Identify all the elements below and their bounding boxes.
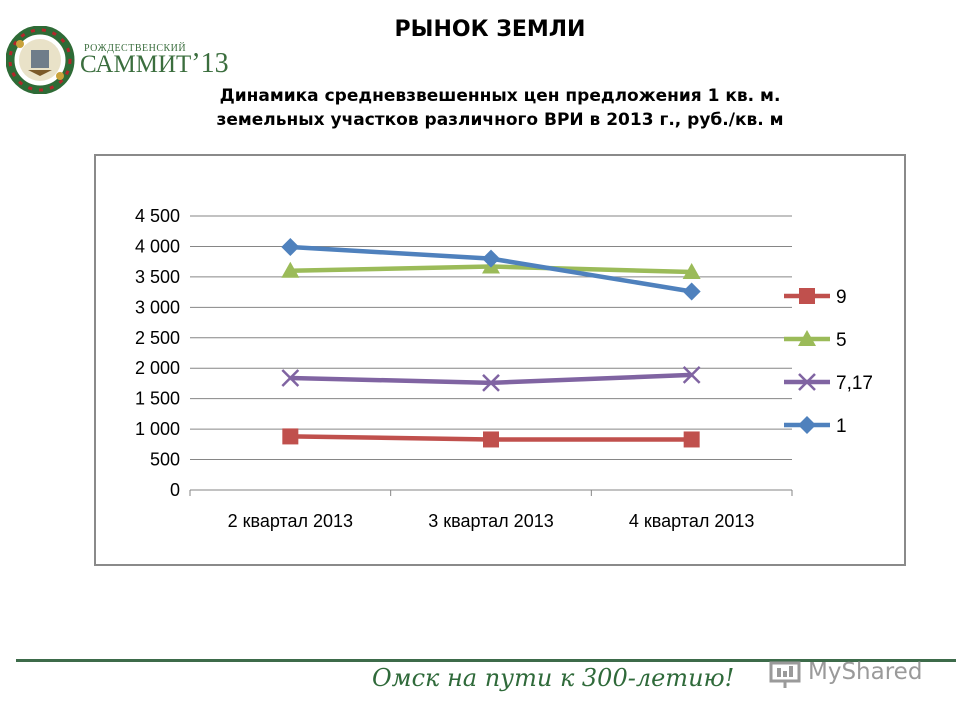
legend-marker [798,416,816,434]
y-tick-label: 500 [150,450,180,470]
legend-marker [799,288,815,304]
y-tick-label: 3 500 [135,267,180,287]
footer-divider [16,659,956,662]
x-tick-label: 4 квартал 2013 [629,511,754,531]
data-point [682,366,701,384]
legend-label: 7,17 [836,373,873,394]
data-point [483,431,499,448]
x-tick-label: 3 квартал 2013 [428,511,553,531]
watermark-text: MyShared [808,659,923,685]
legend-label: 1 [836,416,847,437]
presentation-board-icon [769,661,801,688]
y-tick-label: 2 000 [135,358,180,378]
subtitle-line-1: Динамика средневзвешенных цен предложени… [219,86,781,106]
footer-slogan: Омск на пути к 300-летию! [372,664,735,692]
data-point [482,249,500,268]
y-tick-label: 0 [170,480,180,500]
data-point [682,263,701,280]
logo-number: ’13 [191,48,229,79]
logo-big-text: САММИТ’13 [80,48,229,80]
data-point [282,428,299,445]
y-tick-label: 1 500 [135,389,180,409]
summit-logo: РОЖДЕСТВЕНСКИЙ САММИТ’13 [6,26,229,96]
data-point [281,369,300,387]
logo-big-word: САММИТ [80,51,192,78]
data-point [281,261,300,278]
y-tick-label: 1 000 [135,419,180,439]
legend-marker [798,373,816,391]
y-tick-label: 4 500 [135,206,180,226]
legend-marker [798,330,816,346]
data-point [281,238,300,257]
data-point [682,282,701,301]
wreath-emblem-icon [6,26,75,94]
data-point [482,373,500,392]
x-tick-label: 2 квартал 2013 [228,511,353,531]
y-tick-label: 4 000 [135,236,180,256]
line-chart: 0 500 1 000 1 500 2 000 2 500 3 000 3 500 4 000 4… [135,206,873,531]
chart-subtitle: Динамика средневзвешенных цен предложени… [120,84,880,132]
logo-small-text: РОЖДЕСТВЕНСКИЙ [84,43,187,54]
page-title: РЫНОК ЗЕМЛИ [394,17,586,42]
legend-label: 5 [836,330,847,351]
chart-frame: 0 500 1 000 1 500 2 000 2 500 3 000 3 500 4 000 4… [94,154,906,566]
myshared-watermark: MyShared [768,658,928,690]
legend-label: 9 [836,287,847,308]
data-point [683,431,700,448]
subtitle-line-2: земельных участков различного ВРИ в 2013… [216,110,784,130]
y-tick-label: 2 500 [135,328,180,348]
y-tick-label: 3 000 [135,297,180,317]
